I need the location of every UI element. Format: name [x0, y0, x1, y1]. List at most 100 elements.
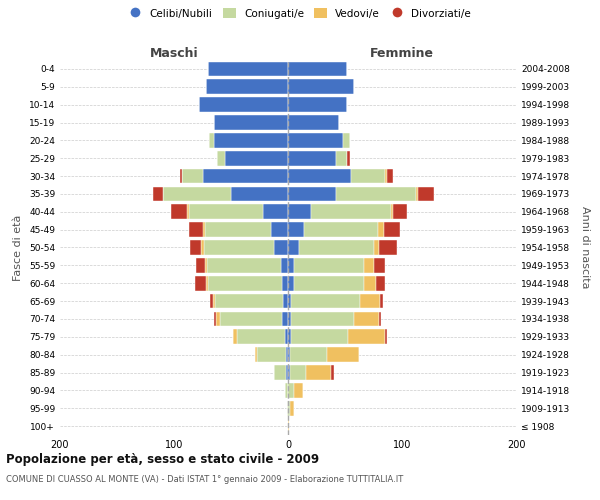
Bar — [213, 294, 215, 308]
Bar — [288, 365, 290, 380]
Bar — [288, 276, 294, 290]
Bar — [379, 312, 382, 326]
Bar — [288, 240, 299, 255]
Bar — [214, 133, 288, 148]
Y-axis label: Fasce di età: Fasce di età — [13, 214, 23, 280]
Bar — [393, 204, 407, 219]
Bar — [214, 115, 288, 130]
Bar — [215, 294, 283, 308]
Bar — [290, 348, 327, 362]
Bar — [288, 168, 350, 184]
Bar — [350, 168, 385, 184]
Bar — [257, 348, 286, 362]
Bar — [360, 294, 380, 308]
Bar — [203, 240, 274, 255]
Bar — [384, 222, 400, 237]
Bar — [190, 240, 202, 255]
Bar — [349, 330, 385, 344]
Bar — [217, 151, 226, 166]
Bar — [343, 133, 350, 148]
Bar — [202, 240, 203, 255]
Bar — [231, 186, 288, 201]
Bar — [206, 80, 288, 94]
Bar — [274, 365, 286, 380]
Bar — [211, 294, 213, 308]
Bar — [180, 168, 182, 184]
Bar — [189, 222, 203, 237]
Bar — [378, 222, 384, 237]
Bar — [283, 294, 288, 308]
Bar — [288, 98, 347, 112]
Bar — [299, 240, 373, 255]
Bar — [288, 62, 347, 76]
Bar — [287, 401, 288, 415]
Legend: Celibi/Nubili, Coniugati/e, Vedovi/e, Divorziati/e: Celibi/Nubili, Coniugati/e, Vedovi/e, Di… — [126, 5, 474, 21]
Bar — [336, 186, 416, 201]
Bar — [391, 204, 393, 219]
Bar — [364, 276, 376, 290]
Bar — [380, 294, 383, 308]
Y-axis label: Anni di nascita: Anni di nascita — [580, 206, 590, 289]
Bar — [288, 204, 311, 219]
Bar — [292, 294, 360, 308]
Bar — [288, 133, 343, 148]
Bar — [418, 186, 434, 201]
Bar — [376, 276, 385, 290]
Bar — [182, 168, 203, 184]
Bar — [288, 222, 304, 237]
Bar — [288, 330, 292, 344]
Bar — [292, 312, 354, 326]
Text: Femmine: Femmine — [370, 47, 434, 60]
Bar — [288, 383, 294, 398]
Bar — [286, 348, 288, 362]
Bar — [294, 258, 364, 272]
Bar — [189, 204, 263, 219]
Bar — [288, 419, 289, 434]
Bar — [202, 222, 205, 237]
Bar — [283, 276, 288, 290]
Bar — [216, 312, 220, 326]
Bar — [385, 330, 387, 344]
Bar — [288, 401, 290, 415]
Bar — [209, 133, 214, 148]
Bar — [288, 115, 340, 130]
Bar — [263, 204, 288, 219]
Text: COMUNE DI CUASSO AL MONTE (VA) - Dati ISTAT 1° gennaio 2009 - Elaborazione TUTTI: COMUNE DI CUASSO AL MONTE (VA) - Dati IS… — [6, 475, 403, 484]
Bar — [373, 258, 385, 272]
Bar — [214, 312, 216, 326]
Bar — [284, 330, 288, 344]
Bar — [288, 312, 292, 326]
Text: Popolazione per età, sesso e stato civile - 2009: Popolazione per età, sesso e stato civil… — [6, 452, 319, 466]
Bar — [284, 383, 288, 398]
Bar — [194, 276, 206, 290]
Bar — [288, 294, 292, 308]
Bar — [274, 240, 288, 255]
Bar — [354, 312, 379, 326]
Bar — [206, 276, 208, 290]
Bar — [163, 186, 231, 201]
Bar — [373, 240, 379, 255]
Bar — [311, 204, 391, 219]
Bar — [226, 151, 288, 166]
Bar — [306, 365, 331, 380]
Bar — [290, 401, 294, 415]
Bar — [364, 258, 373, 272]
Bar — [288, 258, 294, 272]
Bar — [290, 365, 306, 380]
Bar — [205, 258, 207, 272]
Bar — [288, 151, 336, 166]
Bar — [288, 348, 290, 362]
Bar — [271, 222, 288, 237]
Bar — [286, 365, 288, 380]
Bar — [233, 330, 236, 344]
Bar — [220, 312, 283, 326]
Bar — [288, 186, 336, 201]
Bar — [205, 222, 271, 237]
Bar — [292, 330, 349, 344]
Bar — [327, 348, 359, 362]
Bar — [336, 151, 347, 166]
Bar — [187, 204, 189, 219]
Bar — [385, 168, 387, 184]
Bar — [288, 80, 354, 94]
Bar — [283, 312, 288, 326]
